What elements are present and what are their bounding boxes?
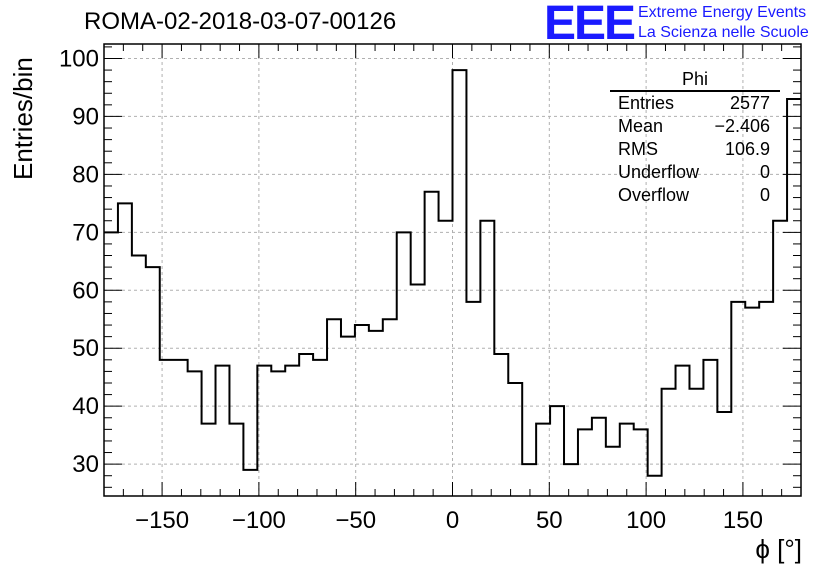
histogram-bin xyxy=(355,325,369,496)
stats-value: 106.9 xyxy=(724,139,770,159)
histogram-bin xyxy=(327,319,341,496)
histogram-bin xyxy=(480,221,494,496)
histogram-bin xyxy=(578,429,592,496)
stats-label: Entries xyxy=(618,93,675,113)
histogram-bin xyxy=(341,337,355,496)
histogram-bin xyxy=(522,464,536,496)
plot-frame xyxy=(103,43,802,497)
histogram-bin xyxy=(257,366,271,496)
histogram-series xyxy=(104,69,801,477)
histogram-bin xyxy=(592,418,606,496)
histogram-bin xyxy=(299,354,313,496)
histogram-bin xyxy=(439,221,453,496)
histogram-bin xyxy=(550,406,564,496)
histogram-bin xyxy=(662,389,676,496)
histogram-bin xyxy=(118,203,132,496)
y-tick-label: 100 xyxy=(59,45,99,72)
histogram-bin xyxy=(229,424,243,496)
eee-logo: EEE xyxy=(544,0,636,50)
histogram-bin xyxy=(564,464,578,496)
stats-row-overflow: Overflow 0 xyxy=(610,184,780,207)
stats-row-underflow: Underflow 0 xyxy=(610,161,780,184)
histogram-bin xyxy=(397,232,411,496)
stats-label: Mean xyxy=(618,116,664,136)
histogram-bin xyxy=(202,424,216,496)
histogram-bin xyxy=(313,360,327,496)
stats-title: Phi xyxy=(610,68,780,92)
x-tick-label: 0 xyxy=(446,507,459,534)
histogram-bin xyxy=(717,412,731,496)
histogram-bin xyxy=(425,192,439,496)
histogram-bin xyxy=(703,360,717,496)
histogram-bin xyxy=(383,319,397,496)
y-tick-label: 60 xyxy=(72,277,99,304)
stats-row-mean: Mean −2.406 xyxy=(610,115,780,138)
histogram-bin xyxy=(188,371,202,496)
stats-row-entries: Entries 2577 xyxy=(610,92,780,115)
histogram-bin xyxy=(606,447,620,496)
histogram-bin xyxy=(787,99,801,496)
eee-logo-text: Extreme Energy Events La Scienza nelle S… xyxy=(638,3,809,43)
stats-value: 0 xyxy=(759,162,770,182)
chart-title: ROMA-02-2018-03-07-00126 xyxy=(84,8,397,35)
stats-value: 0 xyxy=(759,185,770,205)
histogram-bin xyxy=(536,424,550,496)
histogram-bin xyxy=(508,383,522,496)
histogram-bin xyxy=(174,360,188,496)
histogram-bin xyxy=(773,221,787,496)
x-tick-label: 150 xyxy=(723,507,763,534)
histogram-bin xyxy=(634,429,648,496)
histogram-bin xyxy=(369,331,383,496)
histogram-bin xyxy=(243,470,257,496)
histogram-bin xyxy=(104,232,118,496)
y-tick-label: 70 xyxy=(72,219,99,246)
x-tick-label: −150 xyxy=(135,507,189,534)
stats-box: Phi Entries 2577 Mean −2.406 RMS 106.9 U… xyxy=(610,68,780,207)
stats-label: RMS xyxy=(618,139,658,159)
stats-value: −2.406 xyxy=(714,116,770,136)
y-axis-label: Entries/bin xyxy=(8,57,38,180)
x-tick-label: −100 xyxy=(232,507,286,534)
histogram-bin xyxy=(411,284,425,496)
histogram-bin xyxy=(620,424,634,496)
y-tick-label: 40 xyxy=(72,393,99,420)
histogram-bin xyxy=(453,70,467,496)
x-tick-label: −50 xyxy=(335,507,376,534)
histogram-bin xyxy=(160,360,174,496)
histogram-bin xyxy=(146,267,160,496)
histogram-bin xyxy=(648,476,662,496)
stats-label: Overflow xyxy=(618,185,690,205)
stats-row-rms: RMS 106.9 xyxy=(610,138,780,161)
stats-label: Underflow xyxy=(618,162,700,182)
histogram-bin xyxy=(271,371,285,496)
histogram-bin xyxy=(745,308,759,496)
histogram-bin xyxy=(759,302,773,496)
histogram-bin xyxy=(466,302,480,496)
y-tick-label: 90 xyxy=(72,103,99,130)
x-tick-label: 50 xyxy=(536,507,563,534)
logo-line-2: La Scienza nelle Scuole xyxy=(638,24,809,41)
stats-value: 2577 xyxy=(729,93,770,113)
x-axis-label: ϕ [°] xyxy=(755,534,802,564)
logo-line-1: Extreme Energy Events xyxy=(638,4,807,21)
histogram-bin xyxy=(676,366,690,496)
histogram-bin xyxy=(132,256,146,496)
histogram-bin xyxy=(494,354,508,496)
histogram-bin xyxy=(216,366,230,496)
x-tick-label: 100 xyxy=(626,507,666,534)
y-tick-label: 50 xyxy=(72,335,99,362)
histogram-bin xyxy=(731,302,745,496)
y-tick-label: 30 xyxy=(72,451,99,478)
y-tick-label: 80 xyxy=(72,161,99,188)
histogram-bin xyxy=(689,389,703,496)
histogram-bin xyxy=(285,366,299,496)
